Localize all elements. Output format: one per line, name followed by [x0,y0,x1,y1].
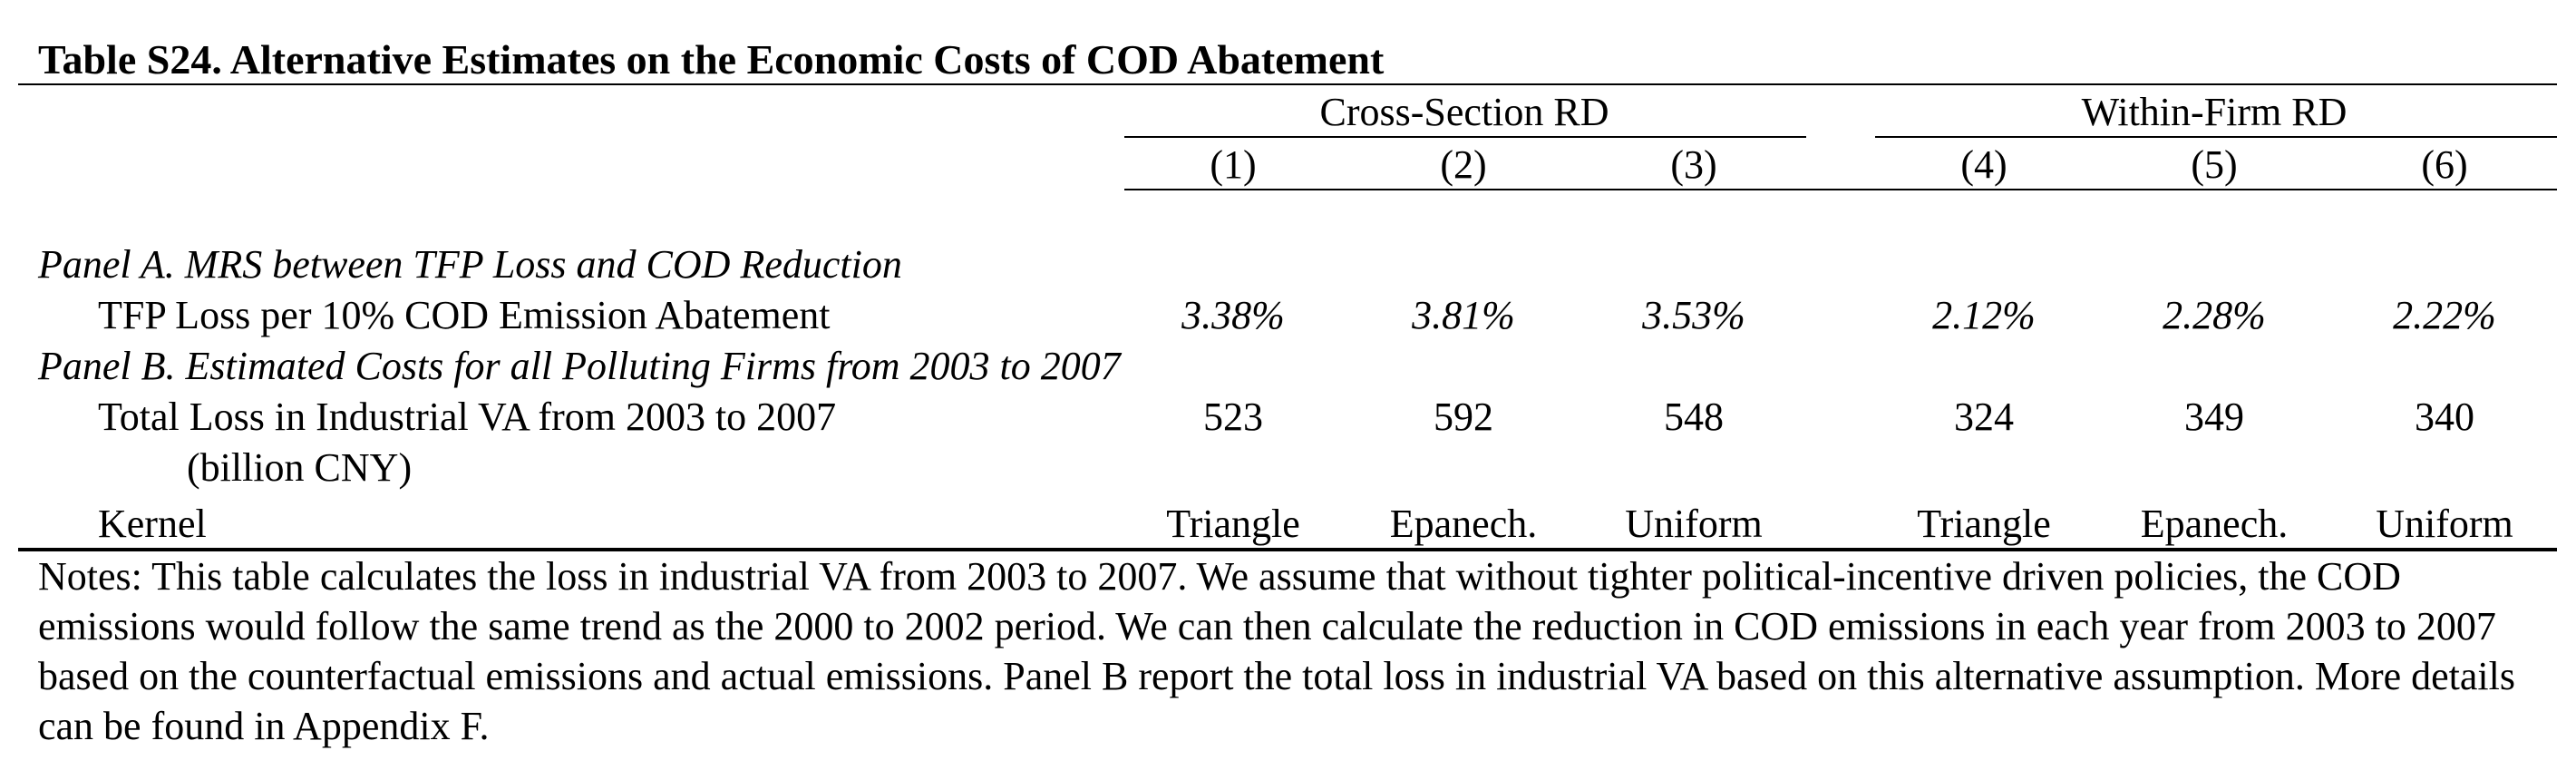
kernel-value-6: Uniform [2376,502,2513,546]
column-header-4: (4) [1960,142,2007,187]
table-notes: Notes: This table calculates the loss in… [38,554,2515,748]
column-header-5: (5) [2191,142,2238,187]
group-header-within-firm: Within-Firm RD [2081,90,2348,134]
panel-b-value-3: 548 [1664,395,1724,439]
kernel-value-3: Uniform [1625,502,1763,546]
column-header-6: (6) [2421,142,2468,187]
panel-b-heading: Panel B. Estimated Costs for all Polluti… [38,344,1121,388]
table-title: Table S24. Alternative Estimates on the … [38,36,1385,83]
panel-b-value-4: 324 [1954,395,2014,439]
panel-a-row-label: TFP Loss per 10% COD Emission Abatement [98,293,831,337]
header-rule [1124,189,2557,190]
panel-b-row-label: Total Loss in Industrial VA from 2003 to… [98,395,837,439]
kernel-row-label: Kernel [98,502,207,546]
group-header-cross-section: Cross-Section RD [1319,90,1609,134]
panel-b-value-1: 523 [1203,395,1263,439]
kernel-value-4: Triangle [1917,502,2051,546]
group-underline-within-firm [1875,136,2557,138]
panel-a-value-6: 2.22% [2393,293,2496,337]
panel-b-value-5: 349 [2184,395,2244,439]
panel-a-value-4: 2.12% [1932,293,2036,337]
column-header-3: (3) [1670,142,1717,187]
kernel-value-5: Epanech. [2140,502,2289,546]
panel-b-value-6: 340 [2415,395,2474,439]
panel-a-value-3: 3.53% [1642,293,1745,337]
top-rule [18,83,2557,85]
panel-a-value-2: 3.81% [1412,293,1515,337]
panel-a-value-1: 3.38% [1181,293,1285,337]
panel-a-heading: Panel A. MRS between TFP Loss and COD Re… [38,242,902,287]
column-header-2: (2) [1440,142,1487,187]
bottom-rule [18,548,2557,551]
kernel-value-2: Epanech. [1389,502,1538,546]
panel-b-value-2: 592 [1434,395,1493,439]
kernel-value-1: Triangle [1166,502,1300,546]
panel-a-value-5: 2.28% [2163,293,2266,337]
column-header-1: (1) [1210,142,1257,187]
panel-b-row-label-continued: (billion CNY) [187,445,413,490]
group-underline-cross-section [1124,136,1806,138]
